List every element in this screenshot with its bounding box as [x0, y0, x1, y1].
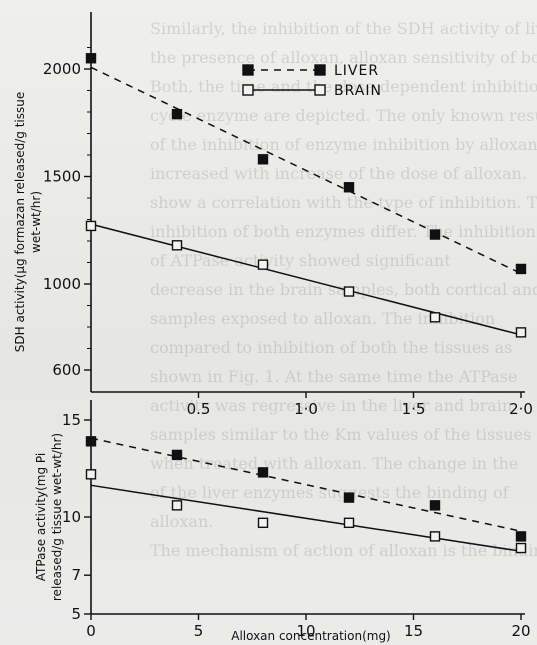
background-text-line: the presence of alloxan, alloxan sensiti…	[150, 48, 537, 67]
legend-marker-liver	[314, 64, 326, 76]
background-text-line: shown in Fig. 1. At the same time the AT…	[150, 367, 518, 386]
background-text-line: compared to inhibition of both the tissu…	[150, 338, 513, 357]
brain-data-point	[85, 469, 97, 480]
liver-data-point	[515, 263, 527, 275]
brain-data-point	[257, 259, 269, 270]
x-tick-label: 10	[296, 622, 315, 640]
background-text-line: of the inhibition of enzyme inhibition b…	[150, 135, 537, 154]
background-text-line: of ATPase activity showed significant	[150, 251, 451, 270]
background-text-line: of the liver enzymes suggests the bindin…	[150, 483, 509, 502]
background-text-line: The mechanism of action of alloxan is th…	[150, 541, 537, 560]
x-tick-label: 0.5	[187, 400, 211, 418]
y-tick-label: 10	[62, 508, 81, 526]
brain-data-point	[171, 240, 183, 251]
brain-data-point	[515, 542, 527, 554]
legend-marker-liver	[242, 64, 254, 76]
legend-label-liver: LIVER	[334, 63, 379, 79]
liver-data-point	[515, 531, 527, 542]
brain-data-point	[343, 286, 355, 297]
legend: LIVER BRAIN	[242, 63, 382, 99]
liver-data-point	[257, 467, 269, 478]
liver-data-point	[85, 436, 97, 447]
liver-data-point	[343, 492, 355, 503]
x-tick-label: 0	[86, 622, 96, 640]
liver-data-point	[171, 108, 183, 120]
brain-data-point	[85, 220, 97, 232]
y-tick-label: 15	[62, 411, 81, 429]
background-text-line: Similarly, the inhibition of the SDH act…	[150, 19, 537, 38]
y-tick-label: 1500	[43, 168, 81, 186]
x-axis-title: Alloxan concentration(mg)	[231, 629, 391, 643]
liver-series-line	[90, 66, 522, 275]
y-axis-title-line2: wet-wt/hr)	[29, 191, 43, 253]
background-text-line: activity was regressive in the liver and…	[150, 396, 513, 415]
y-tick-label: 5	[71, 605, 81, 623]
x-tick-label: 15	[404, 622, 423, 640]
brain-series-line	[90, 484, 522, 553]
background-text-line: increased with increase of the dose of a…	[150, 164, 528, 183]
y-axis-title-line2: released/g tissue wet-wt/hr)	[50, 433, 64, 601]
liver-data-point	[429, 500, 441, 511]
brain-data-point	[257, 517, 269, 529]
legend-marker-brain	[314, 84, 326, 96]
legend-label-brain: BRAIN	[334, 83, 382, 99]
background-text-line: cycle enzyme are depicted. The only know…	[150, 106, 537, 125]
liver-data-point	[85, 53, 97, 64]
brain-data-point	[343, 517, 355, 529]
liver-data-point	[171, 449, 183, 461]
y-tick-label: 600	[52, 361, 81, 379]
brain-data-point	[429, 312, 441, 323]
liver-data-point	[257, 154, 269, 165]
y-tick-label: 2000	[43, 60, 81, 78]
background-text-line: samples similar to the Km values of the …	[150, 425, 532, 444]
x-tick-label: 1·5	[402, 400, 426, 418]
x-tick-label: 20	[511, 622, 530, 640]
x-tick-label: 1·0	[294, 400, 318, 418]
liver-series-line	[90, 437, 522, 532]
x-tick-label: 5	[194, 622, 204, 640]
background-text-line: alloxan.	[150, 512, 214, 531]
brain-data-point	[171, 500, 183, 511]
liver-data-point	[343, 182, 355, 193]
brain-data-point	[429, 531, 441, 542]
liver-data-point	[429, 229, 441, 240]
legend-marker-brain	[242, 84, 254, 96]
brain-data-point	[515, 327, 527, 338]
background-text-line: samples exposed to alloxan. The inhibiti…	[150, 309, 496, 328]
y-tick-label: 1000	[43, 275, 81, 293]
y-axis-title-line1: ATPase activity(mg Pi	[34, 453, 48, 581]
y-tick-label: 7	[71, 566, 81, 584]
background-text-line: show a correlation with the type of inhi…	[150, 193, 537, 212]
y-axis-title-line1: SDH activity(μg formazan released/g tiss…	[13, 92, 27, 352]
chart-panel-top: 600 1000 1500 2000 0.5 1·0 1·5 2·0 SDH activity(…	[13, 12, 533, 418]
brain-series-line	[90, 223, 522, 336]
background-text-line: when treated with alloxan. The change in…	[150, 454, 519, 473]
x-tick-label: 2·0	[509, 400, 533, 418]
